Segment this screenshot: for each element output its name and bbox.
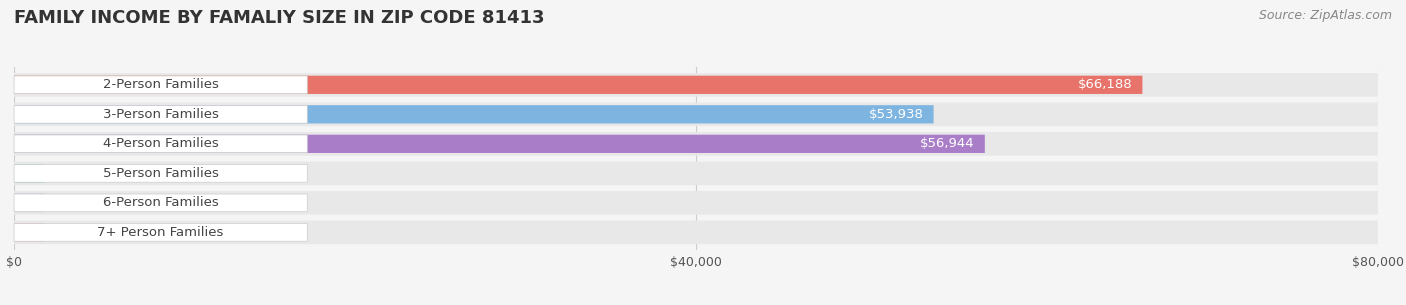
Text: 4-Person Families: 4-Person Families: [103, 137, 218, 150]
Text: $56,944: $56,944: [920, 137, 974, 150]
FancyBboxPatch shape: [14, 76, 1143, 94]
Text: Source: ZipAtlas.com: Source: ZipAtlas.com: [1258, 9, 1392, 22]
FancyBboxPatch shape: [14, 164, 44, 182]
Text: $66,188: $66,188: [1077, 78, 1132, 91]
Text: 6-Person Families: 6-Person Families: [103, 196, 218, 209]
Text: $0: $0: [52, 226, 69, 239]
Text: 3-Person Families: 3-Person Families: [103, 108, 218, 121]
FancyBboxPatch shape: [14, 76, 308, 94]
FancyBboxPatch shape: [14, 194, 44, 212]
Text: $0: $0: [52, 196, 69, 209]
FancyBboxPatch shape: [14, 73, 1378, 97]
Text: $53,938: $53,938: [869, 108, 924, 121]
FancyBboxPatch shape: [14, 135, 984, 153]
Text: FAMILY INCOME BY FAMALIY SIZE IN ZIP CODE 81413: FAMILY INCOME BY FAMALIY SIZE IN ZIP COD…: [14, 9, 544, 27]
FancyBboxPatch shape: [14, 132, 1378, 156]
FancyBboxPatch shape: [14, 105, 934, 124]
Text: $0: $0: [52, 167, 69, 180]
FancyBboxPatch shape: [14, 135, 308, 153]
FancyBboxPatch shape: [14, 164, 308, 182]
FancyBboxPatch shape: [14, 102, 1378, 126]
FancyBboxPatch shape: [14, 223, 44, 242]
Text: 7+ Person Families: 7+ Person Families: [97, 226, 224, 239]
FancyBboxPatch shape: [14, 221, 1378, 244]
Text: 2-Person Families: 2-Person Families: [103, 78, 218, 91]
FancyBboxPatch shape: [14, 106, 308, 123]
FancyBboxPatch shape: [14, 191, 1378, 215]
Text: 5-Person Families: 5-Person Families: [103, 167, 218, 180]
FancyBboxPatch shape: [14, 224, 308, 241]
FancyBboxPatch shape: [14, 162, 1378, 185]
FancyBboxPatch shape: [14, 194, 308, 212]
